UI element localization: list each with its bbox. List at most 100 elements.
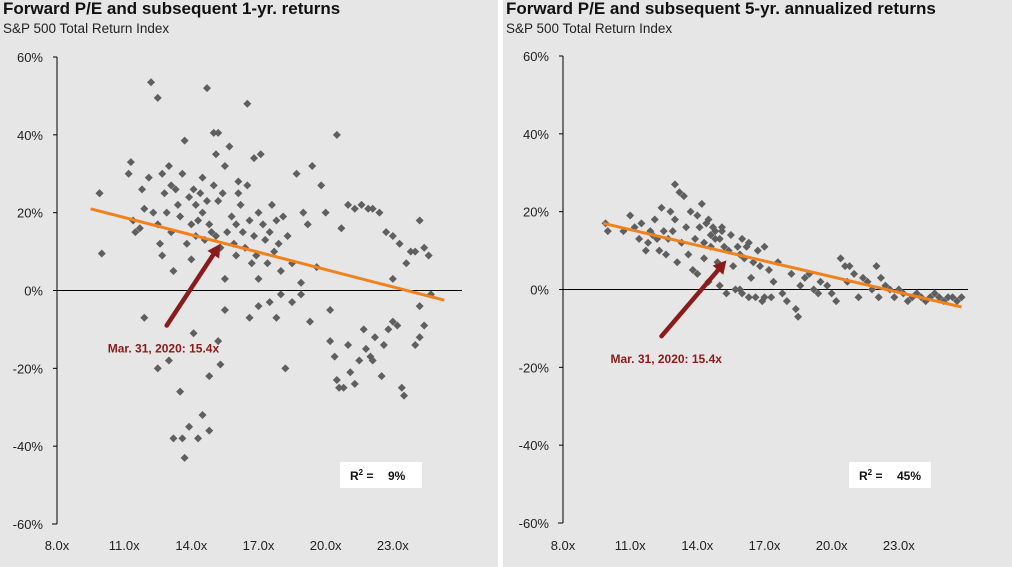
data-point — [384, 325, 393, 334]
data-point — [800, 273, 809, 282]
r-squared-box — [340, 462, 422, 488]
x-tick-label: 11.0x — [615, 538, 646, 553]
x-tick-label: 11.0x — [109, 538, 140, 553]
data-point — [178, 169, 187, 178]
data-point — [655, 246, 664, 255]
data-point — [207, 228, 216, 237]
data-point — [162, 208, 171, 217]
data-point — [764, 266, 773, 275]
data-point — [305, 317, 314, 326]
data-point — [809, 285, 818, 294]
trend-line — [602, 221, 962, 309]
trend-line — [90, 207, 445, 302]
data-point — [131, 228, 140, 237]
data-point — [760, 242, 769, 251]
data-point — [767, 293, 776, 302]
data-point — [659, 227, 668, 236]
x-tick-label: 14.0x — [681, 538, 713, 553]
data-point — [850, 269, 859, 278]
data-point — [243, 99, 252, 108]
data-point — [198, 411, 207, 420]
data-point — [283, 232, 292, 241]
data-point — [794, 312, 803, 321]
data-point — [388, 232, 397, 241]
data-point — [854, 293, 863, 302]
data-point — [169, 267, 178, 276]
data-point — [836, 254, 845, 263]
x-tick-label: 14.0x — [175, 538, 207, 553]
data-point — [661, 250, 670, 259]
data-point — [704, 215, 713, 224]
data-point — [930, 289, 939, 298]
data-point — [164, 161, 173, 170]
data-point — [420, 321, 429, 330]
data-point — [258, 220, 267, 229]
data-point — [292, 169, 301, 178]
data-point — [254, 274, 263, 283]
data-point — [397, 383, 406, 392]
data-point — [700, 254, 709, 263]
scatter-plot-1yr: 60% 40% 20% 0% -20% -40% -60%8.0x 11.0x 14.0x 17.… — [13, 50, 462, 553]
data-point — [203, 84, 212, 93]
data-point — [223, 228, 232, 237]
data-point — [874, 293, 883, 302]
chart-title: Forward P/E and subsequent 1-yr. returns — [3, 0, 341, 18]
data-point — [180, 136, 189, 145]
y-tick-label: -60% — [519, 516, 550, 531]
data-point — [637, 219, 646, 228]
y-tick-label: 0% — [530, 283, 549, 298]
data-point — [254, 302, 263, 311]
data-point — [424, 251, 433, 260]
data-point — [220, 305, 229, 314]
y-tick-label: -20% — [13, 361, 44, 376]
data-point — [361, 344, 370, 353]
x-tick-label: 23.0x — [883, 538, 915, 553]
data-point — [346, 368, 355, 377]
data-point — [720, 242, 729, 251]
annotation-arrow-shaft — [164, 252, 216, 328]
data-point — [326, 305, 335, 314]
data-point — [675, 188, 684, 197]
data-point — [205, 426, 214, 435]
data-point — [158, 169, 167, 178]
data-point — [693, 211, 702, 220]
x-tick-label: 23.0x — [377, 538, 409, 553]
data-point — [684, 250, 693, 259]
data-point — [225, 142, 234, 151]
data-point — [400, 391, 409, 400]
data-point — [751, 293, 760, 302]
data-point — [227, 212, 236, 221]
data-point — [957, 293, 966, 302]
data-point — [370, 333, 379, 342]
data-point — [263, 259, 272, 268]
data-point — [247, 259, 256, 268]
y-tick-label: 20% — [523, 205, 549, 220]
data-point — [344, 340, 353, 349]
data-point — [250, 232, 259, 241]
data-point — [845, 262, 854, 271]
data-point — [135, 224, 144, 233]
data-point — [189, 329, 198, 338]
data-point — [232, 220, 241, 229]
y-tick-label: 20% — [17, 206, 43, 221]
data-point — [832, 297, 841, 306]
data-point — [185, 193, 194, 202]
data-point — [214, 128, 223, 137]
data-point — [626, 211, 635, 220]
scatter-plot-5yr: 60% 40% 20% 0% -20% -40% -60%8.0x 11.0x 14.0x 17.… — [519, 49, 968, 553]
data-point — [782, 297, 791, 306]
data-point — [198, 208, 207, 217]
data-point — [95, 189, 104, 198]
data-point — [402, 259, 411, 268]
data-point — [220, 274, 229, 283]
data-point — [245, 313, 254, 322]
data-point — [126, 158, 135, 167]
data-point — [330, 352, 339, 361]
data-point — [297, 278, 306, 287]
data-point — [205, 372, 214, 381]
data-point — [274, 239, 283, 248]
data-point — [415, 302, 424, 311]
chart-panel-1yr: Forward P/E and subsequent 1-yr. returns… — [0, 0, 498, 567]
data-point — [211, 232, 220, 241]
data-point — [379, 340, 388, 349]
